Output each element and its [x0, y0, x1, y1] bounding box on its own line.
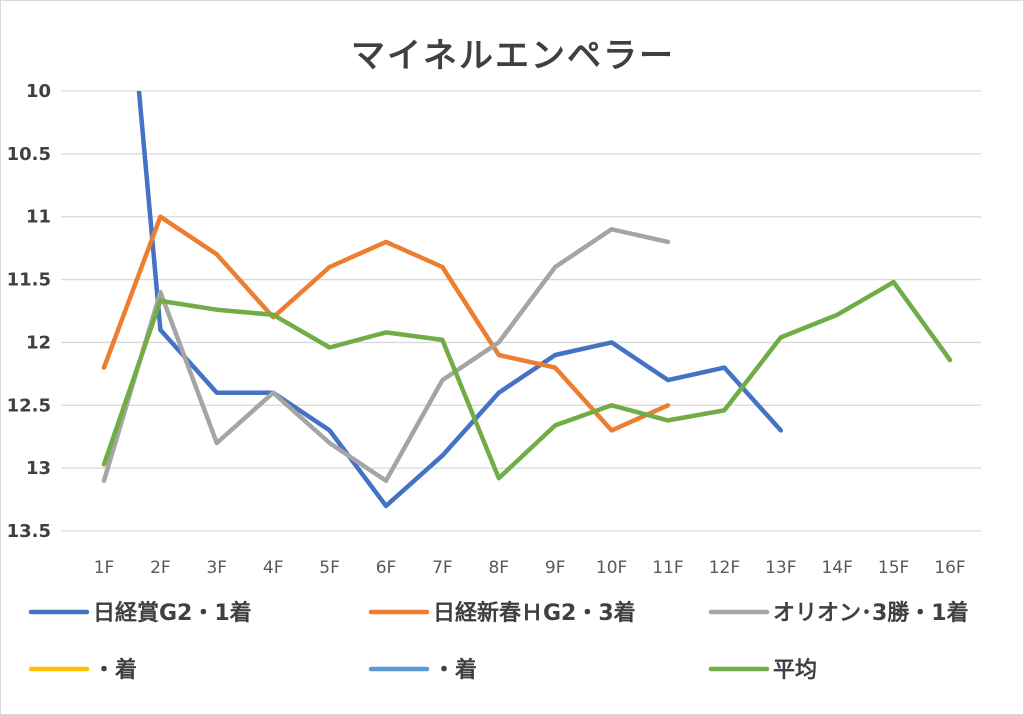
x-axis-ticks: 1F 2F 3F 4F 5F 6F 7F 8F 9F 10F 11F 12F 13F 14F 15F 16F: [94, 558, 966, 578]
series-line-2: [101, 227, 671, 483]
y-tick-label: 10.5: [7, 144, 51, 165]
y-tick-label: 13.5: [7, 521, 51, 542]
x-tick-label: 11F: [652, 558, 683, 578]
legend-label: 平均: [773, 657, 817, 683]
x-tick-label: 3F: [206, 558, 227, 578]
gridlines: [61, 90, 981, 532]
x-tick-label: 14F: [821, 558, 852, 578]
series-lines: [101, 91, 953, 509]
legend-label: オリオン･3勝・1着: [773, 600, 969, 626]
y-tick-label: 11.5: [7, 270, 51, 291]
y-axis-ticks: 10 10.5 11 11.5 12 12.5 13 13.5: [7, 81, 51, 542]
legend-label: ・着: [433, 657, 477, 683]
series-line-0: [136, 91, 784, 509]
y-tick-label: 13: [26, 458, 51, 479]
x-tick-label: 5F: [319, 558, 340, 578]
x-tick-label: 4F: [263, 558, 284, 578]
x-tick-label: 13F: [765, 558, 796, 578]
legend: 日経賞G2・1着 日経新春ＨG2・3着 オリオン･3勝・1着・着 ・着 平均: [28, 600, 969, 683]
x-tick-label: 2F: [150, 558, 171, 578]
x-tick-label: 7F: [432, 558, 453, 578]
legend-label: ・着: [93, 657, 137, 683]
x-tick-label: 8F: [488, 558, 509, 578]
y-tick-label: 11: [26, 207, 51, 228]
series-line-1: [101, 214, 671, 433]
x-tick-label: 6F: [376, 558, 397, 578]
y-tick-label: 12: [26, 332, 51, 353]
y-tick-label: 12.5: [7, 395, 51, 416]
x-tick-label: 12F: [709, 558, 740, 578]
x-tick-label: 1F: [94, 558, 115, 578]
series-line-5: [101, 279, 953, 481]
legend-label: 日経新春ＨG2・3着: [433, 600, 636, 626]
chart-title: マイネルエンペラー: [351, 36, 675, 76]
legend-label: 日経賞G2・1着: [93, 600, 252, 626]
x-tick-label: 9F: [545, 558, 566, 578]
x-tick-label: 16F: [934, 558, 965, 578]
y-tick-label: 10: [26, 81, 51, 102]
x-tick-label: 15F: [878, 558, 909, 578]
x-tick-label: 10F: [596, 558, 627, 578]
